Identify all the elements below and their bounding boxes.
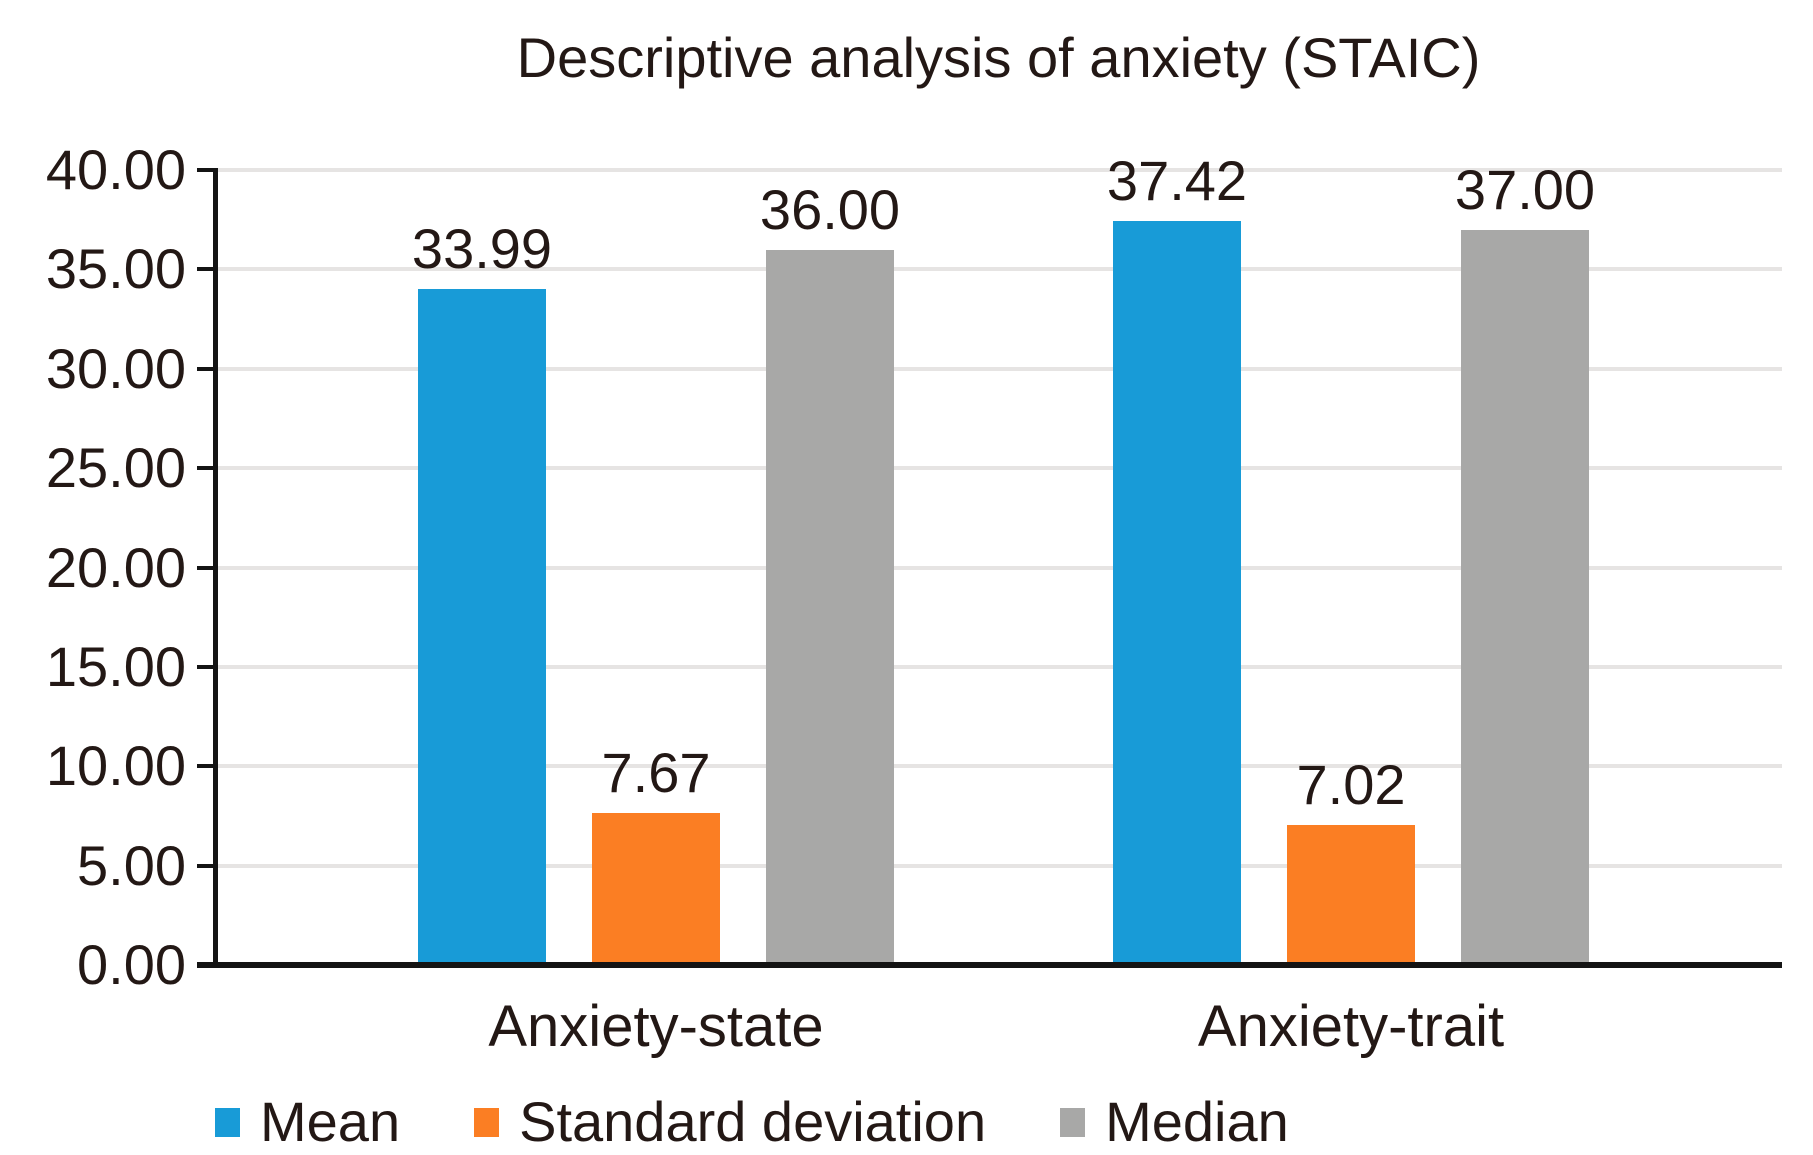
y-axis-tick-label: 5.00 bbox=[77, 833, 186, 897]
y-axis-tick-label: 30.00 bbox=[45, 336, 186, 400]
y-axis-tick-label: 0.00 bbox=[77, 933, 186, 996]
y-axis-tick bbox=[197, 764, 218, 769]
legend-item: Mean bbox=[215, 1090, 400, 1154]
gridline bbox=[215, 466, 1782, 471]
y-axis-tick bbox=[197, 664, 218, 669]
bar bbox=[1287, 825, 1415, 965]
y-axis-tick-label: 10.00 bbox=[45, 734, 186, 798]
category-label: Anxiety-state bbox=[488, 994, 824, 1059]
x-axis-line bbox=[197, 962, 1782, 968]
plot-area: 33.99 37.42 7.67 7.02 36.00 37.00 bbox=[215, 151, 1782, 965]
y-axis-tick-label: 25.00 bbox=[45, 436, 186, 500]
bar bbox=[418, 289, 546, 965]
bar-value-label: 37.42 bbox=[1106, 149, 1248, 213]
bar-value-label: 36.00 bbox=[759, 177, 901, 241]
y-axis-tick-label: 35.00 bbox=[45, 237, 186, 301]
legend: Mean Standard deviation Median bbox=[215, 1090, 1289, 1154]
y-axis-tick bbox=[197, 168, 218, 172]
gridline bbox=[215, 764, 1782, 769]
gridline bbox=[215, 267, 1782, 272]
gridline bbox=[215, 168, 1782, 172]
gridline bbox=[215, 863, 1782, 868]
gridline bbox=[215, 366, 1782, 371]
y-axis-tick bbox=[197, 366, 218, 371]
bar bbox=[1113, 221, 1241, 965]
legend-marker bbox=[215, 1107, 240, 1137]
legend-item: Median bbox=[1060, 1090, 1289, 1154]
bar-value-label: 7.02 bbox=[1296, 753, 1406, 817]
y-axis-tick-label: 20.00 bbox=[45, 535, 186, 599]
legend-item: Standard deviation bbox=[474, 1090, 986, 1154]
y-axis-tick bbox=[197, 466, 218, 471]
category-label: Anxiety-trait bbox=[1197, 994, 1505, 1059]
bar-value-label: 7.67 bbox=[601, 740, 711, 804]
y-axis-tick-label: 15.00 bbox=[45, 634, 186, 698]
y-axis-tick-label: 40.00 bbox=[45, 138, 186, 201]
y-axis-line bbox=[213, 168, 218, 965]
legend-label: Median bbox=[1105, 1090, 1289, 1153]
bar bbox=[1461, 229, 1589, 965]
legend-marker bbox=[1060, 1107, 1086, 1137]
gridline bbox=[215, 664, 1782, 669]
y-axis-tick bbox=[197, 565, 218, 570]
bar-value-label: 33.99 bbox=[411, 217, 553, 281]
y-axis-tick bbox=[197, 267, 218, 272]
bar bbox=[766, 249, 894, 965]
bar bbox=[592, 812, 720, 965]
chart-title: Descriptive analysis of anxiety (STAIC) bbox=[516, 26, 1481, 89]
legend-label: Standard deviation bbox=[519, 1090, 987, 1153]
legend-marker bbox=[474, 1107, 500, 1137]
gridline bbox=[215, 565, 1782, 570]
y-axis-tick bbox=[197, 863, 218, 868]
legend-label: Mean bbox=[260, 1090, 401, 1153]
bar-value-label: 37.00 bbox=[1454, 157, 1596, 221]
